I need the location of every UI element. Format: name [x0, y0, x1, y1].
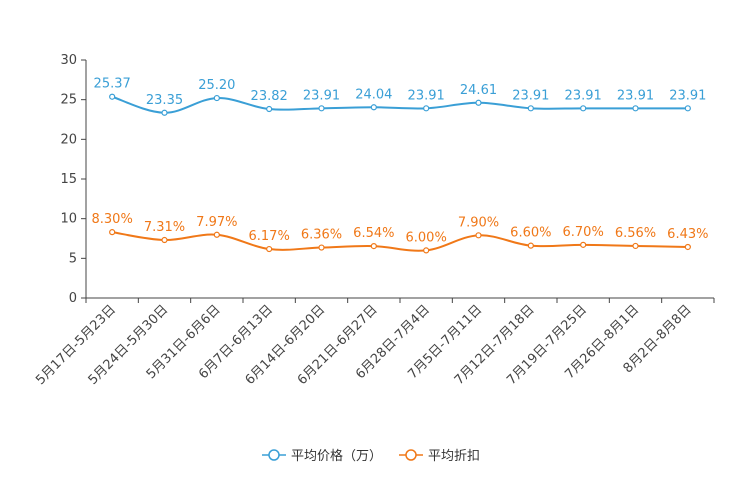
legend: 平均价格（万） 平均折扣 — [262, 448, 480, 464]
data-label: 7.97% — [196, 215, 237, 230]
data-label: 25.20 — [198, 78, 235, 93]
data-point — [423, 105, 430, 112]
data-point — [527, 242, 534, 249]
data-label: 8.30% — [92, 212, 133, 227]
data-point — [213, 94, 220, 102]
data-label: 6.17% — [249, 229, 290, 244]
y-tick-label: 0 — [69, 291, 77, 306]
data-label: 6.56% — [615, 226, 656, 241]
data-point — [266, 245, 273, 253]
data-point — [109, 93, 116, 100]
data-point — [684, 243, 691, 251]
y-tick-label: 10 — [60, 212, 77, 227]
data-point — [580, 105, 587, 112]
data-point — [370, 104, 377, 111]
data-label: 23.91 — [565, 88, 602, 103]
data-label: 23.91 — [669, 88, 706, 103]
data-point — [370, 243, 377, 250]
data-label: 6.54% — [353, 226, 394, 241]
data-label: 25.37 — [94, 77, 131, 92]
data-point — [423, 247, 430, 254]
data-point — [318, 105, 325, 112]
data-point — [161, 109, 168, 116]
data-label: 24.61 — [460, 83, 497, 98]
data-label: 23.82 — [251, 89, 288, 104]
legend-label: 平均价格（万） — [291, 448, 382, 464]
y-tick-label: 5 — [69, 251, 77, 266]
data-point — [527, 105, 534, 112]
data-label: 7.31% — [144, 220, 185, 235]
plot-area: 25.37 23.35 25.20 23.82 23.91 24.04 23.91 24.61… — [92, 77, 708, 254]
data-point — [632, 242, 639, 250]
data-label: 23.91 — [617, 88, 654, 103]
data-label: 23.91 — [408, 88, 445, 103]
data-label: 6.36% — [301, 228, 342, 243]
data-point — [109, 229, 116, 236]
data-point — [318, 244, 325, 251]
data-label: 6.43% — [667, 227, 708, 242]
series-line-2 — [112, 231, 688, 252]
data-point — [475, 99, 482, 106]
data-point — [213, 231, 220, 238]
data-label: 6.60% — [510, 226, 551, 241]
y-tick-label: 25 — [60, 93, 77, 108]
data-point — [161, 236, 168, 244]
data-point — [266, 105, 273, 113]
legend-marker — [405, 449, 417, 461]
data-label: 7.90% — [458, 215, 499, 230]
data-point — [475, 232, 482, 239]
y-tick-label: 15 — [60, 172, 77, 187]
data-label: 23.91 — [512, 88, 549, 103]
data-label: 23.35 — [146, 93, 183, 108]
data-point — [684, 105, 691, 112]
series-line-1 — [111, 95, 688, 114]
data-label: 24.04 — [355, 87, 392, 102]
legend-marker — [268, 449, 280, 461]
y-tick-label: 30 — [60, 53, 77, 68]
data-point — [632, 105, 639, 112]
legend-label: 平均折扣 — [428, 449, 480, 464]
data-label: 6.00% — [406, 230, 447, 245]
axes: 0510152025305月17日-5月23日5月24日-5月30日5月31日-… — [33, 53, 715, 388]
data-label: 23.91 — [303, 88, 340, 103]
data-point — [580, 241, 587, 248]
y-tick-label: 20 — [60, 132, 77, 147]
data-label: 6.70% — [563, 225, 604, 240]
